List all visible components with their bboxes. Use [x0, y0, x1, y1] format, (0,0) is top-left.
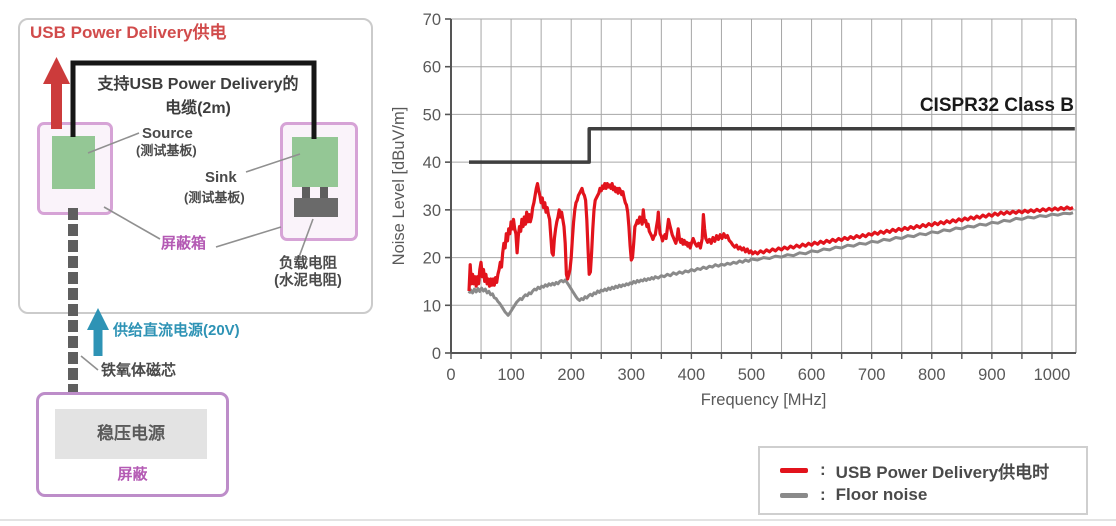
x-tick-label: 500	[738, 366, 766, 384]
y-tick-label: 70	[423, 11, 441, 29]
series-2	[467, 182, 1074, 292]
legend-separator: :	[820, 460, 826, 479]
usb-cable	[70, 60, 317, 139]
source-sublabel: (测试基板)	[136, 143, 197, 158]
x-tick-label: 900	[978, 366, 1006, 384]
dc-supply-label: 供给直流电源(20V)	[113, 322, 240, 339]
x-tick-label: 600	[798, 366, 826, 384]
x-tick-label: 700	[858, 366, 886, 384]
power-supply-unit: 稳压电源	[55, 409, 207, 459]
y-tick-label: 40	[423, 154, 441, 172]
legend-item-floor-noise: : Floor noise	[780, 485, 927, 505]
sink-sublabel: (测试基板)	[184, 190, 245, 205]
y-tick-label: 20	[423, 250, 441, 268]
legend-swatch-gray	[780, 492, 808, 498]
legend-label-floor-noise: Floor noise	[835, 485, 928, 504]
series-1	[467, 211, 1074, 317]
sink-callout-line	[245, 153, 301, 173]
load-resistor-label-line1: 负载电阻	[279, 256, 337, 272]
source-test-board	[52, 136, 95, 189]
resistor-leg-left	[302, 187, 310, 199]
x-axis-label: Frequency [MHz]	[701, 391, 827, 409]
y-tick-label: 60	[423, 59, 441, 77]
x-tick-label: 200	[557, 366, 585, 384]
y-tick-label: 0	[432, 345, 441, 363]
chart-legend: : USB Power Delivery供电时 : Floor noise	[758, 446, 1088, 515]
x-tick-label: 400	[678, 366, 706, 384]
legend-label-usb-pd: USB Power Delivery供电时	[835, 462, 1050, 482]
load-resistor-label-line2: (水泥电阻)	[274, 272, 342, 289]
legend-swatch-red	[780, 467, 808, 473]
legend-separator: :	[820, 485, 826, 504]
bottom-divider	[0, 519, 1116, 521]
load-resistor-callout	[298, 218, 314, 258]
usb-cable-label-line1: 支持USB Power Delivery的	[97, 76, 299, 93]
y-tick-label: 50	[423, 106, 441, 124]
usb-pd-arrow	[43, 57, 70, 129]
usb-cable-label-line2: 电缆(2m)	[165, 100, 231, 117]
dc-supply-arrow	[87, 308, 109, 356]
shield-box-callout-right	[215, 226, 282, 248]
cispr-annotation: CISPR32 Class B	[920, 95, 1074, 116]
load-resistor-block	[294, 198, 338, 217]
series-0	[469, 126, 1075, 164]
shield-label: 屏蔽	[117, 466, 148, 483]
y-axis-label: Noise Level [dBuV/m]	[390, 107, 408, 266]
legend-item-usb-pd: : USB Power Delivery供电时	[780, 460, 1050, 482]
diagram-connections	[43, 57, 317, 392]
load-resistor-label: 负载电阻 (水泥电阻)	[258, 256, 358, 289]
y-tick-label: 10	[423, 297, 441, 315]
sink-label: Sink	[205, 169, 237, 186]
ferrite-callout	[80, 355, 99, 371]
test-setup-diagram: 稳压电源 屏蔽 USB Power Delivery供电 支持USB Power…	[0, 0, 430, 526]
source-callout-line	[87, 132, 140, 154]
sink-test-board	[292, 137, 338, 187]
source-label: Source	[142, 125, 193, 142]
usb-cable-label: 支持USB Power Delivery的 电缆(2m)	[80, 70, 316, 118]
x-tick-label: 300	[618, 366, 646, 384]
x-tick-label: 100	[497, 366, 525, 384]
shield-box-label: 屏蔽箱	[161, 235, 207, 252]
x-tick-label: 0	[446, 366, 455, 384]
x-tick-label: 1000	[1034, 366, 1071, 384]
x-tick-label: 800	[918, 366, 946, 384]
y-tick-label: 30	[423, 202, 441, 220]
ferrite-label: 铁氧体磁芯	[101, 362, 177, 379]
diagram-title: USB Power Delivery供电	[30, 23, 227, 42]
callout-lines	[80, 132, 314, 371]
resistor-leg-right	[320, 187, 328, 199]
shield-box-callout-left	[103, 206, 161, 240]
power-supply-box: 稳压电源 屏蔽	[36, 392, 229, 497]
